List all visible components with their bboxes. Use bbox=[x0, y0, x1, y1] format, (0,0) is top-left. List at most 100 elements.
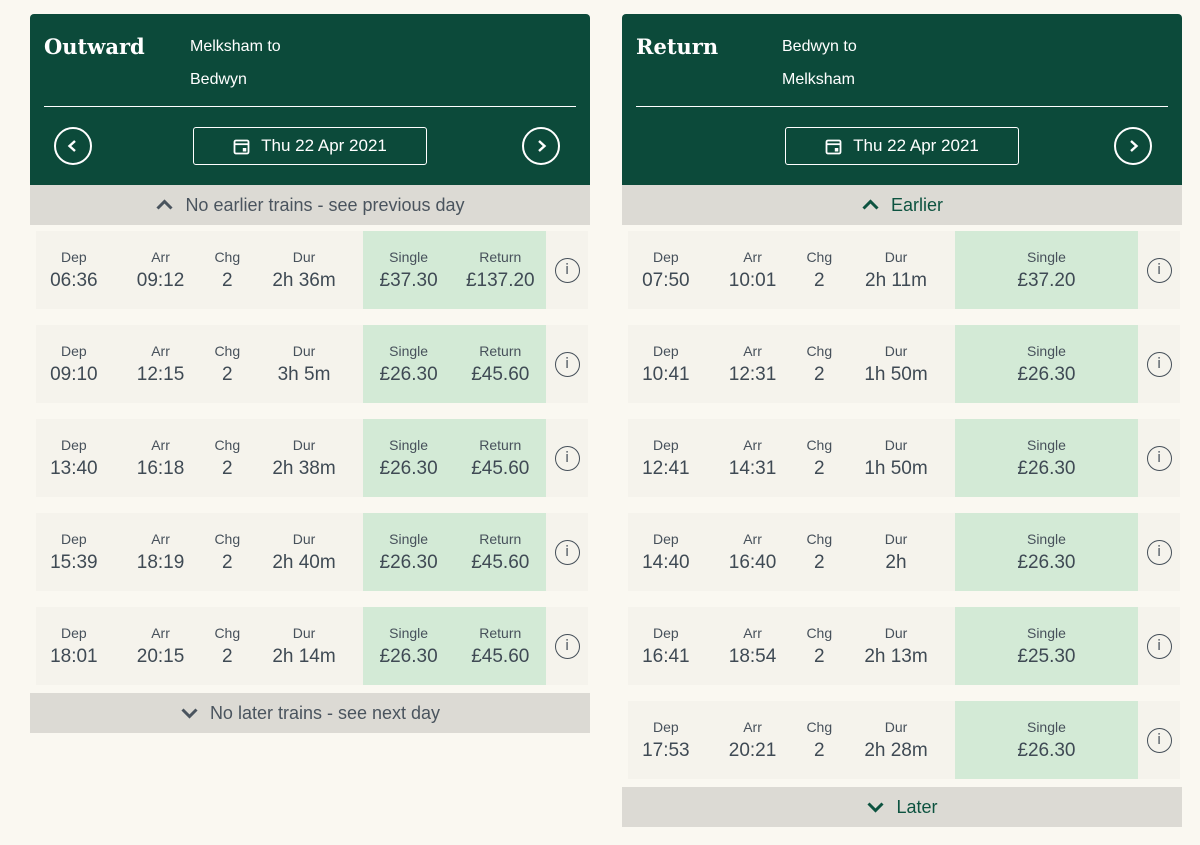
info-button[interactable]: i bbox=[1138, 325, 1180, 403]
departure-time-value: 09:10 bbox=[50, 363, 98, 385]
info-button[interactable]: i bbox=[546, 513, 588, 591]
info-button[interactable]: i bbox=[1138, 607, 1180, 685]
duration-label: Dur bbox=[884, 624, 908, 641]
arrival-time: Arr 14:31 bbox=[704, 419, 802, 497]
later-banner[interactable]: Later bbox=[622, 787, 1182, 827]
info-button[interactable]: i bbox=[1138, 701, 1180, 779]
arrival-time-value: 18:19 bbox=[136, 551, 185, 573]
return-date-nav: Thu 22 Apr 2021 bbox=[636, 127, 1168, 165]
duration-value: 2h 11m bbox=[865, 269, 927, 291]
arrival-time-label: Arr bbox=[743, 342, 762, 359]
journey-row[interactable]: Dep 10:41 Arr 12:31 Chg 2 Dur 1h 50m Single £26.3… bbox=[628, 325, 1180, 403]
changes-label: Chg bbox=[214, 624, 241, 641]
single-fare: Single £37.20 bbox=[955, 231, 1138, 309]
departure-time: Dep 15:39 bbox=[36, 513, 112, 591]
changes-value: 2 bbox=[222, 551, 233, 573]
departure-time-label: Dep bbox=[61, 342, 87, 359]
journey-row[interactable]: Dep 07:50 Arr 10:01 Chg 2 Dur 2h 11m Single £37.2… bbox=[628, 231, 1180, 309]
duration-label: Dur bbox=[292, 530, 316, 547]
info-icon: i bbox=[554, 539, 580, 565]
changes-value: 2 bbox=[222, 363, 233, 385]
info-button[interactable]: i bbox=[1138, 231, 1180, 309]
arrival-time: Arr 20:21 bbox=[704, 701, 802, 779]
info-button[interactable]: i bbox=[1138, 513, 1180, 591]
return-fare-value: £137.20 bbox=[465, 269, 535, 291]
journey-row[interactable]: Dep 09:10 Arr 12:15 Chg 2 Dur 3h 5m Single £26.30… bbox=[36, 325, 588, 403]
journey-row[interactable]: Dep 16:41 Arr 18:54 Chg 2 Dur 2h 13m Single £25.3… bbox=[628, 607, 1180, 685]
journey-row[interactable]: Dep 06:36 Arr 09:12 Chg 2 Dur 2h 36m Single £37.3… bbox=[36, 231, 588, 309]
arrival-time: Arr 09:12 bbox=[112, 231, 210, 309]
outward-route: Melksham to Bedwyn bbox=[190, 30, 281, 96]
duration-label: Dur bbox=[884, 530, 908, 547]
journey-row[interactable]: Dep 17:53 Arr 20:21 Chg 2 Dur 2h 28m Single £26.3… bbox=[628, 701, 1180, 779]
changes-value: 2 bbox=[814, 363, 825, 385]
arrival-time: Arr 12:31 bbox=[704, 325, 802, 403]
duration-label: Dur bbox=[884, 436, 908, 453]
departure-time: Dep 16:41 bbox=[628, 607, 704, 685]
return-header: Return Bedwyn to Melksham Thu bbox=[622, 14, 1182, 185]
arrival-time: Arr 16:40 bbox=[704, 513, 802, 591]
return-fare-label: Return bbox=[479, 530, 522, 547]
duration: Dur 2h 36m bbox=[245, 231, 363, 309]
earlier-trains-banner[interactable]: No earlier trains - see previous day bbox=[30, 185, 590, 225]
info-button[interactable]: i bbox=[546, 419, 588, 497]
chevron-left-icon bbox=[64, 137, 82, 155]
return-date-button[interactable]: Thu 22 Apr 2021 bbox=[785, 127, 1019, 165]
single-fare-label: Single bbox=[389, 342, 429, 359]
single-fare: Single £26.30 bbox=[363, 325, 455, 403]
arrival-time: Arr 18:54 bbox=[704, 607, 802, 685]
departure-time-value: 07:50 bbox=[642, 269, 690, 291]
return-fare-value: £45.60 bbox=[471, 551, 530, 573]
price-section: Single £26.30 Return £45.60 bbox=[362, 419, 547, 497]
outward-date-button[interactable]: Thu 22 Apr 2021 bbox=[193, 127, 427, 165]
changes: Chg 2 bbox=[209, 231, 245, 309]
route-origin: Bedwyn to bbox=[782, 38, 857, 55]
duration-label: Dur bbox=[292, 342, 316, 359]
arrival-time-label: Arr bbox=[743, 530, 762, 547]
duration-value: 1h 50m bbox=[864, 363, 928, 385]
changes-value: 2 bbox=[814, 269, 825, 291]
duration-value: 2h 36m bbox=[272, 269, 336, 291]
arrival-time-value: 12:31 bbox=[728, 363, 777, 385]
info-button[interactable]: i bbox=[546, 325, 588, 403]
return-date-label: Thu 22 Apr 2021 bbox=[853, 136, 979, 155]
duration: Dur 3h 5m bbox=[245, 325, 363, 403]
info-button[interactable]: i bbox=[1138, 419, 1180, 497]
changes-label: Chg bbox=[214, 342, 241, 359]
single-fare-value: £25.30 bbox=[1017, 645, 1076, 667]
duration-label: Dur bbox=[292, 436, 316, 453]
next-day-button[interactable] bbox=[1114, 127, 1152, 165]
departure-time-value: 14:40 bbox=[642, 551, 690, 573]
changes-label: Chg bbox=[214, 530, 241, 547]
single-fare-label: Single bbox=[1026, 248, 1066, 265]
changes-label: Chg bbox=[806, 530, 833, 547]
duration: Dur 2h 28m bbox=[837, 701, 955, 779]
journey-row[interactable]: Dep 15:39 Arr 18:19 Chg 2 Dur 2h 40m Single £26.3… bbox=[36, 513, 588, 591]
duration: Dur 2h 11m bbox=[837, 231, 955, 309]
journey-row[interactable]: Dep 18:01 Arr 20:15 Chg 2 Dur 2h 14m Single £26.3… bbox=[36, 607, 588, 685]
arrival-time-label: Arr bbox=[151, 342, 170, 359]
next-day-button[interactable] bbox=[522, 127, 560, 165]
arrival-time-value: 20:21 bbox=[728, 739, 777, 761]
duration-value: 2h 14m bbox=[272, 645, 336, 667]
arrival-time-value: 10:01 bbox=[728, 269, 777, 291]
journey-row[interactable]: Dep 13:40 Arr 16:18 Chg 2 Dur 2h 38m Single £26.3… bbox=[36, 419, 588, 497]
return-fare: Return £137.20 bbox=[454, 231, 546, 309]
journey-row[interactable]: Dep 12:41 Arr 14:31 Chg 2 Dur 1h 50m Single £26.3… bbox=[628, 419, 1180, 497]
later-trains-banner[interactable]: No later trains - see next day bbox=[30, 693, 590, 733]
changes-value: 2 bbox=[222, 645, 233, 667]
journey-row[interactable]: Dep 14:40 Arr 16:40 Chg 2 Dur 2h Single £26.30 i bbox=[628, 513, 1180, 591]
changes-value: 2 bbox=[814, 551, 825, 573]
previous-day-button[interactable] bbox=[54, 127, 92, 165]
departure-time-label: Dep bbox=[61, 624, 87, 641]
info-button[interactable]: i bbox=[546, 607, 588, 685]
arrival-time-label: Arr bbox=[151, 436, 170, 453]
arrival-time-label: Arr bbox=[151, 248, 170, 265]
single-fare: Single £37.30 bbox=[363, 231, 455, 309]
return-panel: Return Bedwyn to Melksham Thu bbox=[622, 14, 1182, 827]
calendar-icon bbox=[825, 138, 842, 155]
changes: Chg 2 bbox=[801, 607, 837, 685]
earlier-banner[interactable]: Earlier bbox=[622, 185, 1182, 225]
duration-value: 1h 50m bbox=[864, 457, 928, 479]
info-button[interactable]: i bbox=[546, 231, 588, 309]
